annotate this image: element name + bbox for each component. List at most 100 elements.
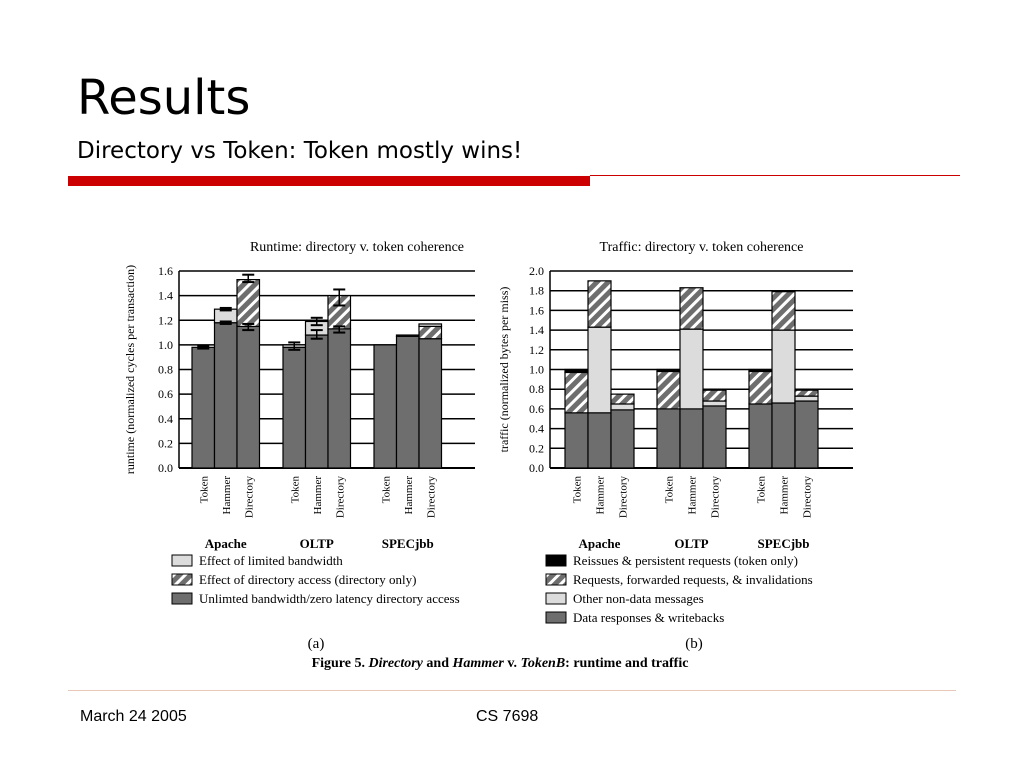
y-tick-label: 1.2: [158, 313, 173, 327]
bar-segment: [679, 408, 704, 469]
x-tick-label: Directory: [425, 476, 437, 519]
x-tick-label: Token: [380, 476, 392, 504]
group-label: OLTP: [674, 536, 708, 551]
x-tick-label: Directory: [802, 476, 814, 519]
y-tick-label: 0.8: [529, 382, 544, 396]
y-tick-label: 1.6: [158, 264, 173, 278]
y-tick-label: 1.2: [529, 343, 544, 357]
x-tick-label: Token: [289, 476, 301, 504]
bar-segment: [236, 279, 261, 328]
x-tick-label: Directory: [710, 476, 722, 519]
bar-segment: [702, 400, 727, 407]
legend-label: Reissues & persistent requests (token on…: [573, 553, 798, 568]
title-underline-thin: [590, 175, 960, 176]
x-tick-label: Directory: [618, 476, 630, 519]
y-tick-label: 1.4: [529, 323, 544, 337]
bar-segment: [610, 409, 635, 469]
figure-caption: Figure 5. Directory and Hammer v. TokenB…: [312, 656, 689, 671]
group-label: SPECjbb: [382, 536, 434, 551]
bar-segment: [748, 403, 773, 469]
legend-swatch: [545, 611, 567, 624]
footer-divider: [68, 690, 956, 691]
y-tick-label: 0.0: [529, 461, 544, 475]
bar-segment: [564, 412, 589, 469]
legend-swatch: [171, 573, 193, 586]
legend-label: Effect of directory access (directory on…: [199, 572, 416, 587]
runtime-chart: Runtime: directory v. token coherence run…: [123, 240, 475, 551]
y-tick-label: 0.4: [529, 422, 544, 436]
bar-segment: [373, 344, 398, 469]
traffic-legend: Reissues & persistent requests (token on…: [545, 553, 813, 625]
title-underline-thick: [68, 176, 590, 186]
y-axis-label: runtime (normalized cycles per transacti…: [123, 265, 137, 474]
bar-segment: [610, 403, 635, 411]
group-label: OLTP: [300, 536, 334, 551]
bar-segment: [418, 325, 443, 340]
bar-segment: [395, 335, 420, 469]
x-tick-label: Hammer: [687, 476, 699, 515]
figure-label-b: (b): [685, 636, 703, 652]
x-tick-label: Directory: [243, 476, 255, 519]
footer-course: CS 7698: [476, 708, 539, 725]
chart-title: Runtime: directory v. token coherence: [250, 240, 464, 255]
x-tick-label: Hammer: [221, 476, 233, 515]
group-label: SPECjbb: [757, 536, 809, 551]
x-tick-label: Hammer: [779, 476, 791, 515]
legend-swatch: [545, 573, 567, 586]
legend-swatch: [545, 554, 567, 567]
bar-segment: [794, 400, 819, 469]
y-tick-label: 1.0: [158, 338, 173, 352]
bar-segment: [702, 389, 727, 402]
group-label: Apache: [579, 536, 621, 551]
bar-segment: [794, 389, 819, 397]
caption-suffix: : runtime and traffic: [565, 656, 688, 671]
bar-segment: [656, 368, 681, 373]
y-tick-label: 0.2: [158, 436, 173, 450]
y-tick-label: 1.0: [529, 363, 544, 377]
bar-segment: [656, 370, 681, 410]
runtime-legend: Effect of limited bandwidth Effect of dir…: [171, 553, 460, 606]
bar-segment: [418, 323, 443, 328]
caption-v: v.: [504, 656, 521, 671]
bar-segment: [587, 326, 612, 414]
bar-segment: [771, 291, 796, 331]
bar-segment: [748, 368, 773, 373]
y-tick-label: 1.6: [529, 303, 544, 317]
bar-segment: [587, 280, 612, 328]
bar-segment: [610, 393, 635, 405]
slide-subtitle: Directory vs Token: Token mostly wins!: [77, 138, 523, 164]
bar-segment: [587, 412, 612, 469]
caption-hammer: Hammer: [451, 656, 504, 671]
footer-date: March 24 2005: [80, 708, 187, 725]
bar-segment: [213, 322, 238, 469]
caption-dir: Directory: [367, 656, 423, 671]
bar-segment: [564, 371, 589, 414]
x-tick-label: Hammer: [403, 476, 415, 515]
bar-segment: [794, 395, 819, 402]
group-label: Apache: [205, 536, 247, 551]
slide-title: Results: [77, 70, 251, 126]
bar-segment: [236, 325, 261, 469]
figure-label-a: (a): [308, 636, 325, 652]
legend-label: Effect of limited bandwidth: [199, 553, 343, 568]
bar-segment: [191, 346, 216, 469]
x-tick-label: Token: [198, 476, 210, 504]
legend-label: Data responses & writebacks: [573, 610, 724, 625]
bar-segment: [771, 329, 796, 404]
traffic-chart: Traffic: directory v. token coherence tra…: [497, 240, 853, 551]
caption-and: and: [423, 656, 453, 671]
x-tick-label: Token: [664, 476, 676, 504]
x-tick-label: Hammer: [312, 476, 324, 515]
bar-segment: [679, 328, 704, 410]
chart-title: Traffic: directory v. token coherence: [600, 240, 804, 255]
legend-swatch: [545, 592, 567, 605]
x-tick-label: Hammer: [595, 476, 607, 515]
bar-segment: [282, 346, 307, 469]
y-tick-label: 0.6: [529, 402, 544, 416]
y-tick-label: 0.8: [158, 363, 173, 377]
x-tick-label: Token: [572, 476, 584, 504]
legend-label: Unlimted bandwidth/zero latency director…: [199, 591, 460, 606]
x-tick-label: Directory: [334, 476, 346, 519]
y-tick-label: 0.4: [158, 412, 173, 426]
